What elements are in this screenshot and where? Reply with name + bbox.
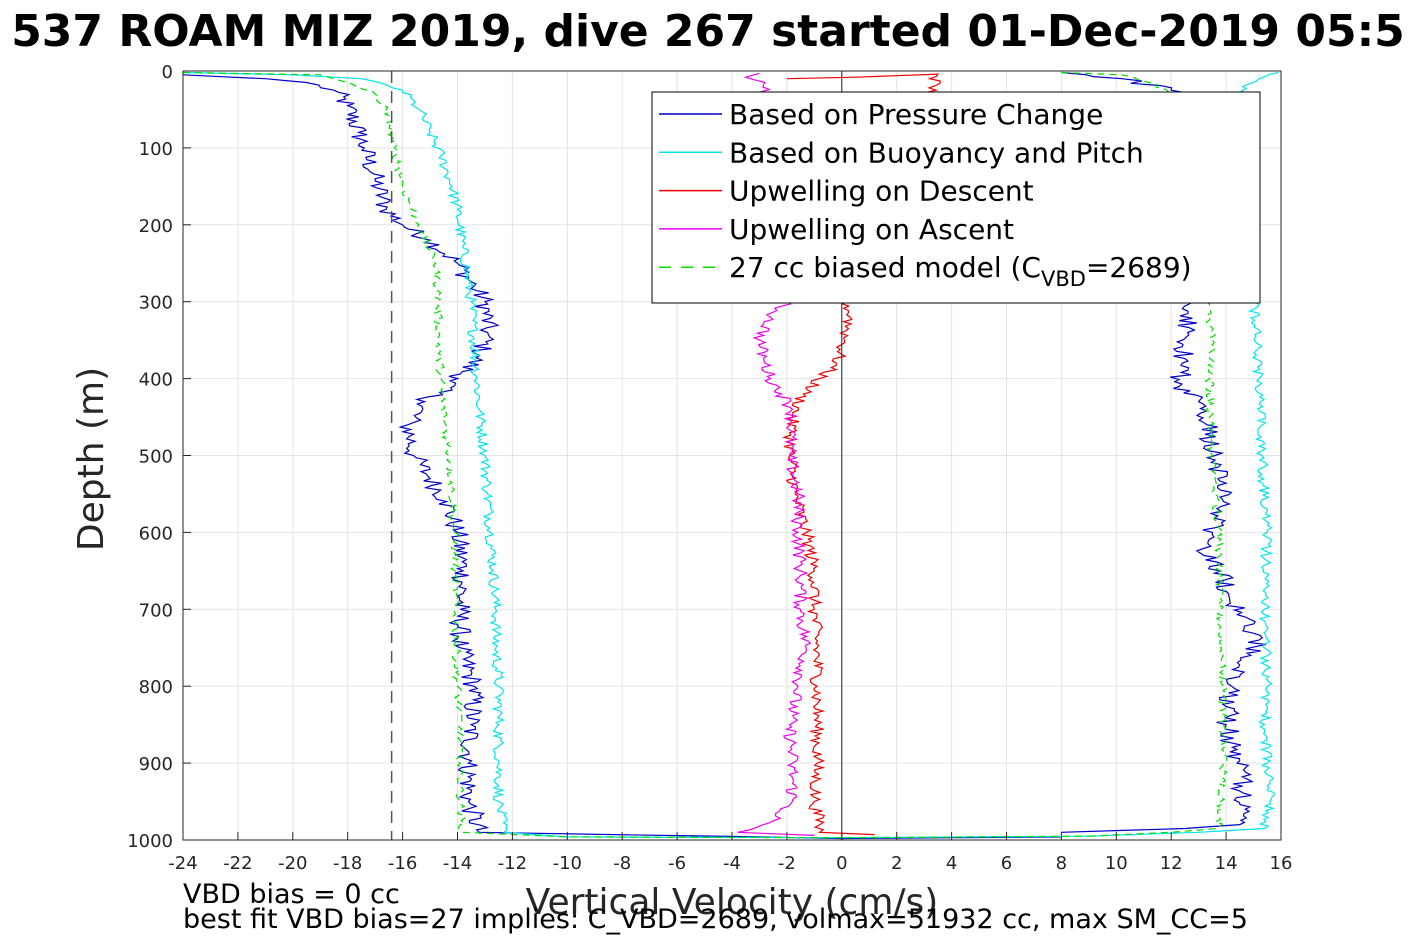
x-tick-label: 12 bbox=[1160, 853, 1183, 874]
y-tick-label: 800 bbox=[139, 677, 173, 698]
legend-label-tail: =2689) bbox=[1086, 251, 1192, 284]
y-axis-label: Depth (m) bbox=[71, 367, 112, 551]
y-tick-label: 700 bbox=[139, 600, 173, 621]
series-line-2 bbox=[182, 71, 1089, 839]
x-tick-label: 14 bbox=[1215, 853, 1238, 874]
y-tick-label: 100 bbox=[139, 139, 173, 160]
footer-line-vbd-bias: VBD bias = 0 cc bbox=[183, 879, 400, 910]
legend-label-3: Upwelling on Descent bbox=[729, 175, 1034, 208]
x-tick-label: -16 bbox=[388, 853, 417, 874]
x-tick-label: -14 bbox=[443, 853, 472, 874]
y-tick-label: 200 bbox=[139, 216, 173, 237]
legend-label-4: Upwelling on Ascent bbox=[729, 213, 1014, 246]
y-tick-label: 0 bbox=[162, 62, 173, 83]
y-tick-label: 1000 bbox=[127, 831, 173, 852]
legend-label-1: Based on Pressure Change bbox=[729, 98, 1103, 131]
y-tick-label: 300 bbox=[139, 293, 173, 314]
x-tick-label: 0 bbox=[836, 853, 847, 874]
x-tick-label: -2 bbox=[778, 853, 796, 874]
x-tick-label: -24 bbox=[168, 853, 197, 874]
y-tick-label: 600 bbox=[139, 523, 173, 544]
series-line-1 bbox=[182, 74, 1062, 840]
x-tick-label: 6 bbox=[1001, 853, 1012, 874]
x-tick-label: 8 bbox=[1056, 853, 1067, 874]
legend-label-5: 27 cc biased model (CVBD=2689) bbox=[729, 251, 1192, 291]
axis-ticks: -24 -22 -20 -18 -16 -14 -12 -10 -8 -6 -4 -2 0 2 4 6 8 10 1… bbox=[127, 62, 1292, 874]
y-tick-label: 500 bbox=[139, 447, 173, 468]
legend-label-2: Based on Buoyancy and Pitch bbox=[729, 136, 1144, 169]
series-line-5 bbox=[182, 71, 1089, 839]
x-tick-label: 4 bbox=[946, 853, 957, 874]
footer-line-best-fit: best fit VBD bias=27 implies: C_VBD=2689… bbox=[183, 904, 1248, 935]
legend-box bbox=[651, 91, 1261, 304]
x-tick-label: -22 bbox=[223, 853, 252, 874]
x-tick-label: -20 bbox=[278, 853, 307, 874]
legend: Based on Pressure Change Based on Buoyanc… bbox=[651, 91, 1261, 304]
x-tick-label: 16 bbox=[1270, 853, 1293, 874]
legend-label-subscript: VBD bbox=[1041, 267, 1086, 291]
x-tick-label: -12 bbox=[498, 853, 527, 874]
x-tick-label: 10 bbox=[1105, 853, 1128, 874]
x-axis-label: Vertical Velocity (cm/s) bbox=[526, 882, 939, 923]
chart-title: 537 ROAM MIZ 2019, dive 267 started 01-D… bbox=[11, 6, 1405, 57]
y-tick-label: 900 bbox=[139, 754, 173, 775]
x-tick-label: 2 bbox=[891, 853, 902, 874]
x-tick-label: -8 bbox=[613, 853, 631, 874]
x-tick-label: -18 bbox=[333, 853, 362, 874]
y-tick-label: 400 bbox=[139, 370, 173, 391]
x-tick-label: -4 bbox=[723, 853, 741, 874]
x-tick-label: -10 bbox=[553, 853, 582, 874]
x-tick-label: -6 bbox=[668, 853, 686, 874]
legend-label-main: 27 cc biased model (C bbox=[729, 251, 1041, 284]
